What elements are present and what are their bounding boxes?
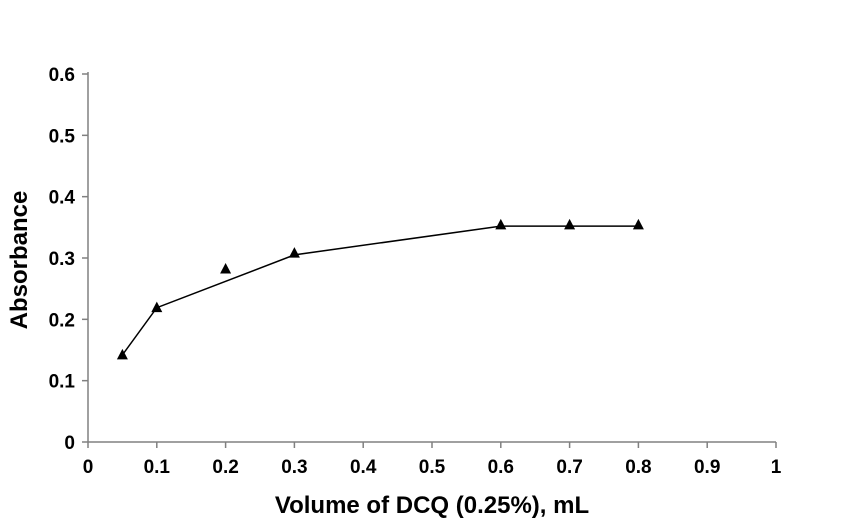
- data-markers: [116, 218, 644, 360]
- x-axis-ticks: 0 0.1 0.2 0.3 0.4 0.5 0.6 0.7 0.8 0.9 1: [83, 442, 782, 478]
- y-tick-label: 0.2: [49, 310, 75, 331]
- x-tick-label: 0.8: [625, 457, 651, 478]
- x-tick-label: 0.2: [212, 457, 238, 478]
- x-axis-title: Volume of DCQ (0.25%), mL: [275, 492, 589, 519]
- y-tick-label: 0.3: [49, 249, 75, 270]
- x-tick-label: 0.1: [144, 457, 171, 478]
- data-point-triangle: [288, 247, 300, 258]
- x-tick-label: 0.9: [694, 457, 720, 478]
- y-tick-label: 0.1: [49, 372, 76, 393]
- data-point-triangle: [564, 218, 576, 230]
- y-axis-title: Absorbance: [6, 191, 33, 330]
- data-point-triangle: [495, 218, 507, 230]
- x-tick-label: 0: [83, 457, 94, 478]
- x-tick-label: 0.7: [556, 457, 582, 478]
- series-polyline: [121, 225, 639, 356]
- data-point-triangle: [116, 348, 128, 360]
- data-point-triangle: [220, 263, 232, 274]
- data-point-triangle: [151, 301, 163, 313]
- x-tick-label: 0.6: [488, 457, 514, 478]
- series-line: [121, 225, 639, 356]
- x-tick-label: 0.5: [419, 457, 446, 478]
- x-tick-label: 0.3: [281, 457, 307, 478]
- data-point-triangle: [632, 218, 644, 230]
- y-tick-label: 0.6: [49, 65, 75, 86]
- x-tick-label: 0.4: [350, 457, 377, 478]
- y-axis-ticks: 0 0.1 0.2 0.3 0.4 0.5 0.6: [49, 65, 88, 454]
- axes: [87, 72, 776, 443]
- y-tick-label: 0: [64, 433, 75, 454]
- y-tick-label: 0.4: [49, 188, 76, 209]
- y-tick-label: 0.5: [49, 126, 76, 147]
- x-tick-label: 1: [771, 457, 782, 478]
